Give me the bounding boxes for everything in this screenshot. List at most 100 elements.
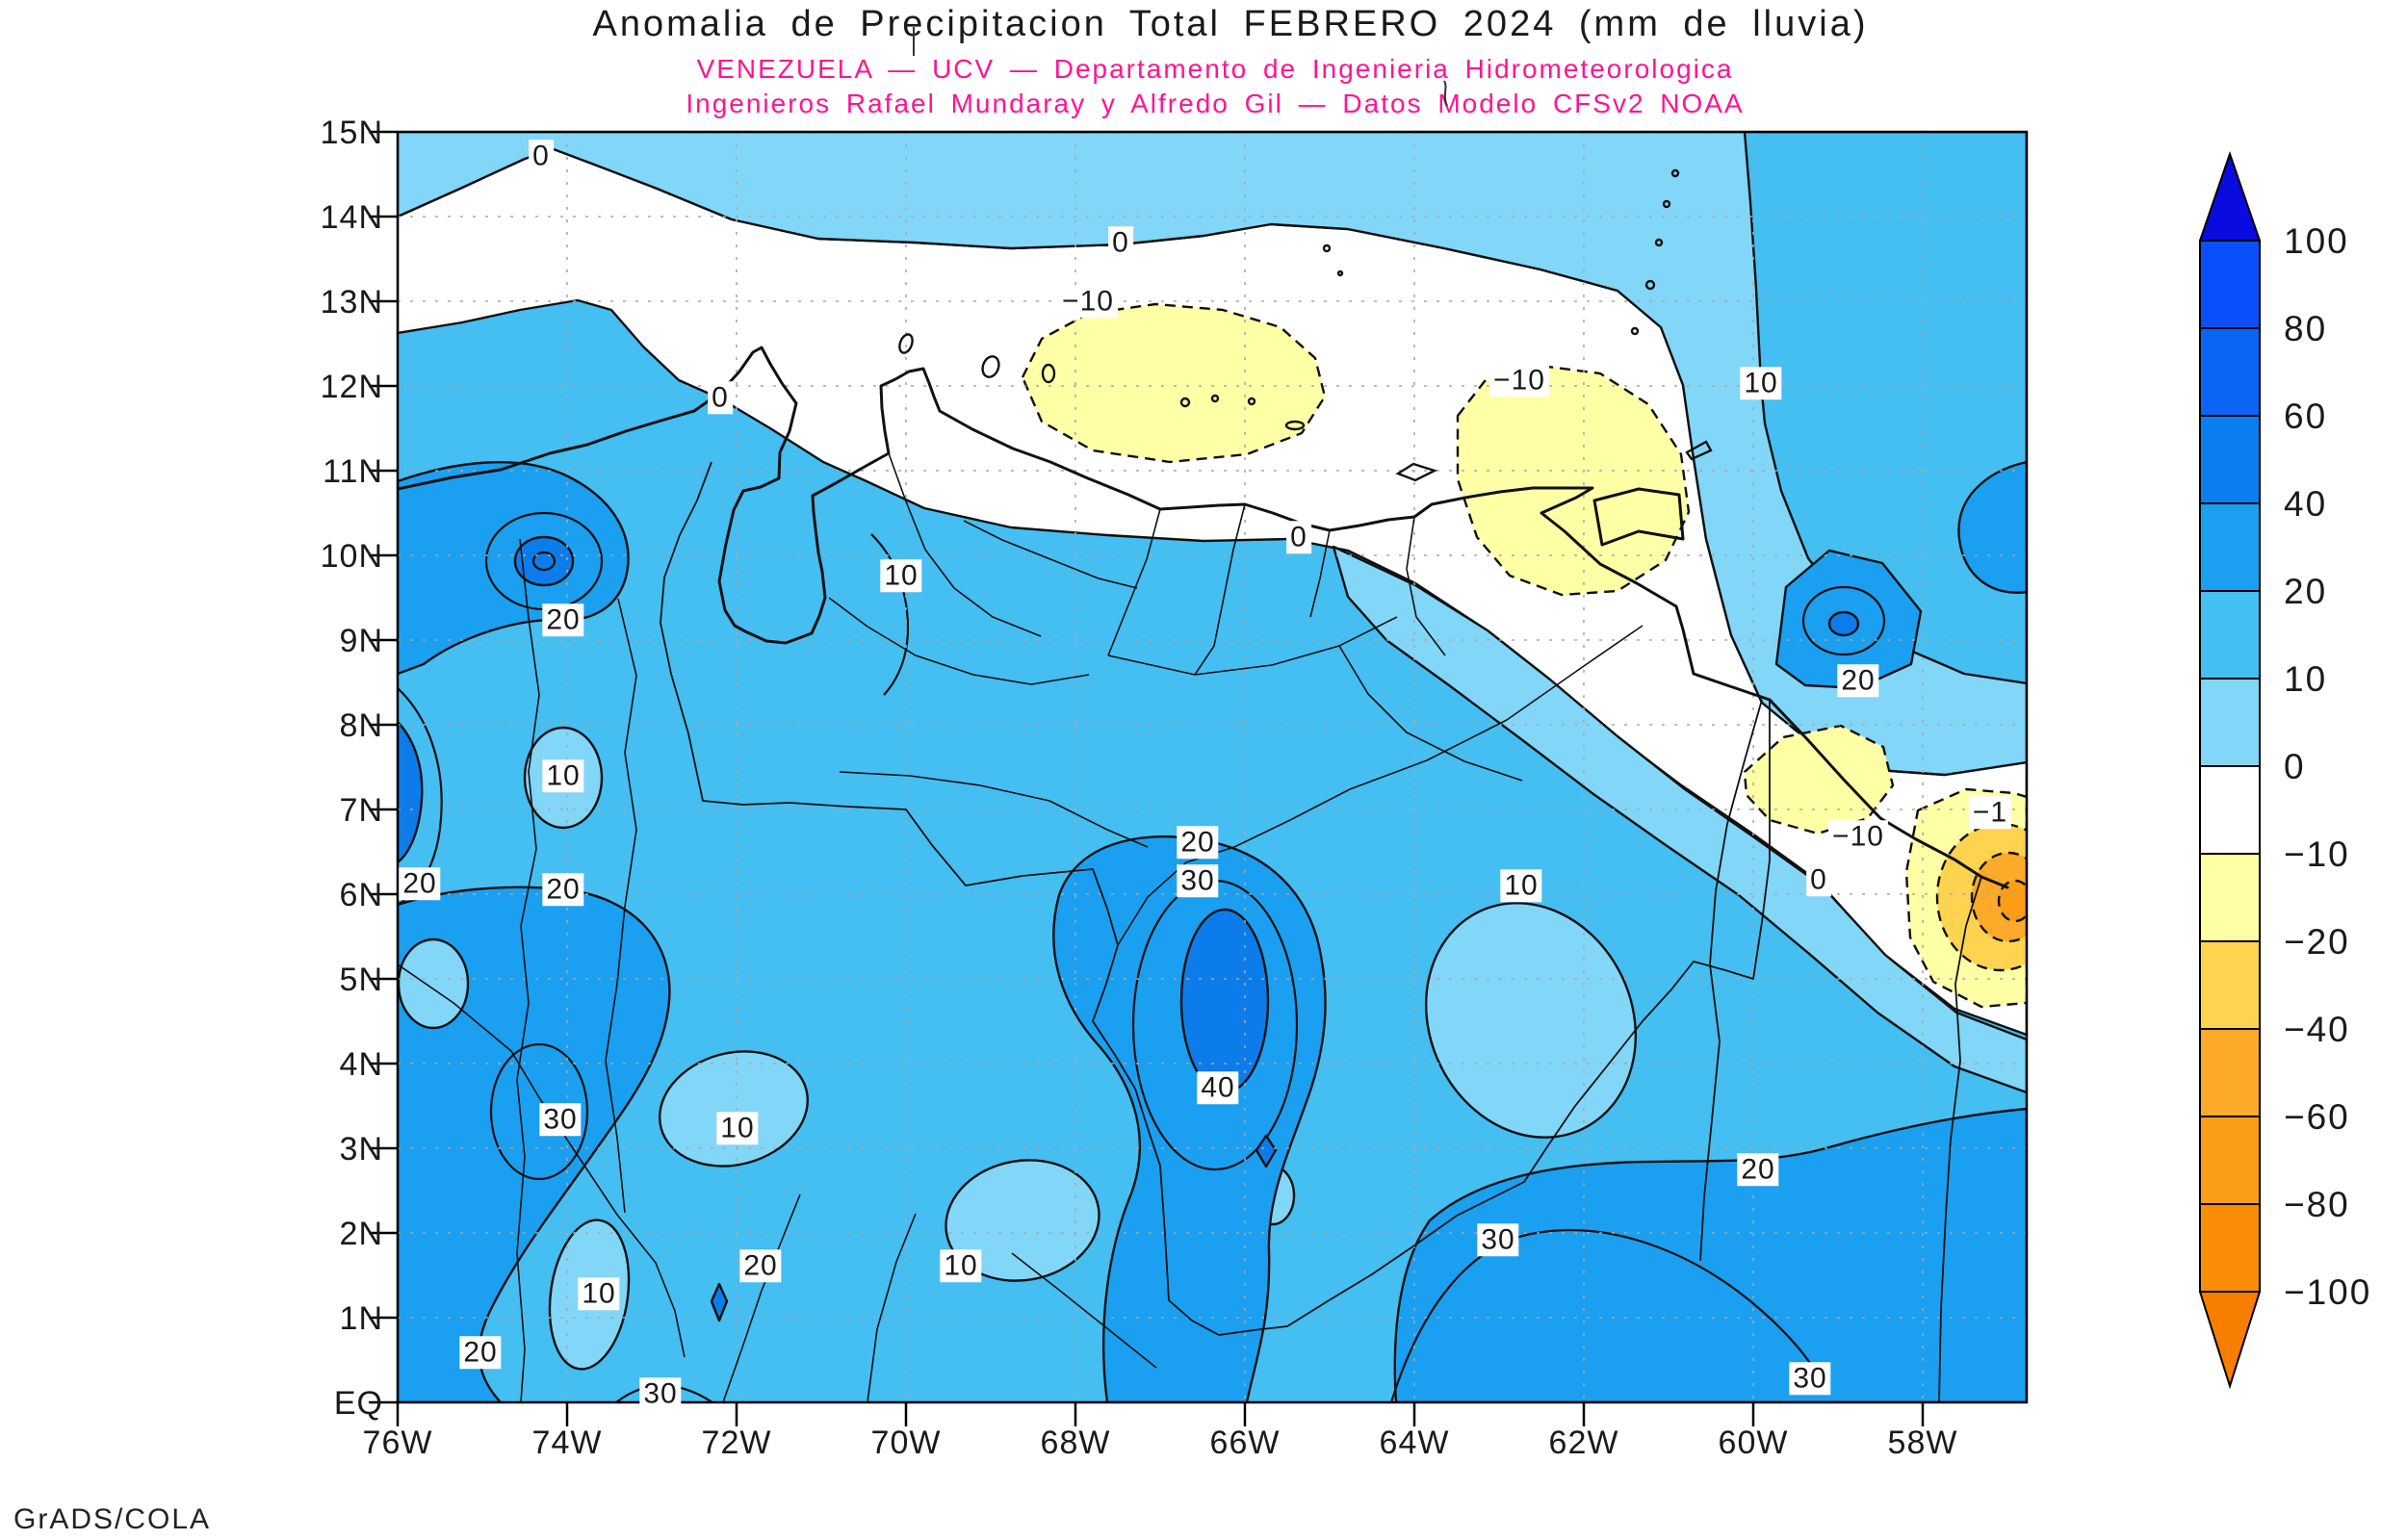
orinoco-river <box>1117 625 1643 946</box>
grads-credit: GrADS/COLA <box>13 1503 212 1535</box>
yellow-blob-2 <box>1456 364 1691 597</box>
contour-10-line-lake-east <box>870 533 910 696</box>
la-tortuga-island <box>1284 420 1306 431</box>
colorbar-tick-label: 20 <box>2284 572 2327 611</box>
y-axis-label: 10N <box>321 538 383 575</box>
west-upper-lobe <box>398 460 630 676</box>
stray-marks <box>913 27 1448 107</box>
y-axis-label: EQ <box>334 1385 383 1422</box>
islet-1 <box>1210 394 1220 403</box>
contour-label-10: 10 <box>542 759 584 792</box>
border-guyana-suriname <box>1938 876 1982 1402</box>
colorbar-arrow-bottom <box>2198 1291 2262 1390</box>
y-axis-label: 11N <box>323 453 383 490</box>
state-line-2 <box>963 520 1138 589</box>
y-axis-label: 14N <box>321 199 383 236</box>
y-axis-label: 8N <box>340 707 383 744</box>
colorbar-segment <box>2199 1028 2261 1117</box>
contour-label-0: 0 <box>529 140 554 172</box>
y-axis-label: 2N <box>340 1216 383 1252</box>
contour-label-30: 30 <box>539 1103 582 1136</box>
colorbar-arrow-top <box>2198 150 2262 242</box>
antilles-islet-5 <box>1670 168 1680 178</box>
state-line-1 <box>888 452 1042 637</box>
y-axis-label: 7N <box>340 792 383 829</box>
contour-label-0: 0 <box>1806 863 1831 896</box>
state-line-7 <box>1309 529 1331 618</box>
colorbar-tick-label: −20 <box>2284 922 2350 962</box>
colorbar-tick-label: 100 <box>2284 221 2349 261</box>
geography <box>398 168 2009 1402</box>
colorbar-tick-label: −10 <box>2284 834 2350 874</box>
x-axis-label: 64W <box>1380 1424 1450 1461</box>
x-axis-label: 70W <box>871 1424 942 1461</box>
x-axis-label: 58W <box>1888 1424 1958 1461</box>
y-axis-label: 5N <box>340 962 383 998</box>
antilles-islet-3 <box>1654 238 1664 247</box>
contour-label-−10: −10 <box>1489 364 1549 397</box>
contour-label-10: 10 <box>1500 869 1542 902</box>
colorbar-segment <box>2199 1116 2261 1205</box>
antilles-islet-2 <box>1644 279 1656 291</box>
border-essequibo <box>1699 699 1763 1262</box>
subtitle-line-2: Ingenieros Rafael Mundaray y Alfredo Gil… <box>686 89 1745 118</box>
colorbar-segment <box>2199 765 2261 855</box>
page-title: Anomalia de Precipitacion Total FEBRERO … <box>592 4 1869 44</box>
curacao-island <box>981 355 1000 378</box>
y-axis-label: 9N <box>340 623 383 659</box>
colorbar-segment <box>2199 502 2261 592</box>
y-axis-label: 1N <box>340 1300 383 1337</box>
antilles-islet-1 <box>1630 326 1640 336</box>
contour-label-0: 0 <box>708 381 733 414</box>
contour-label-20: 20 <box>459 1336 502 1369</box>
margarita-island <box>1395 462 1438 482</box>
contour-label-20: 20 <box>399 867 441 900</box>
islet-3 <box>1322 244 1332 253</box>
x-axis-label: 74W <box>532 1424 603 1461</box>
x-axis-label: 66W <box>1210 1424 1281 1461</box>
colorbar-tick-label: −80 <box>2284 1185 2350 1224</box>
antilles-islet-4 <box>1662 199 1671 209</box>
colorbar-segment <box>2199 240 2261 329</box>
contour-label-0: 0 <box>1108 226 1133 259</box>
contour-label-0: 0 <box>1286 521 1311 553</box>
contour-label-20: 20 <box>1837 664 1879 697</box>
contour-label-30: 30 <box>1177 864 1219 897</box>
northeast-medium-region <box>1743 132 2027 685</box>
colorbar-tick-label: −100 <box>2284 1272 2371 1312</box>
contour-label-40: 40 <box>1197 1071 1239 1104</box>
y-axis-label: 4N <box>340 1046 383 1083</box>
contour-label-10: 10 <box>716 1112 759 1144</box>
colorbar-tick-label: 10 <box>2284 659 2327 699</box>
border-venezuela-brazil-guyana <box>1218 700 1771 1336</box>
colorbar-segment <box>2199 940 2261 1030</box>
y-axis-label: 13N <box>321 284 383 321</box>
contour-30-ring-ne <box>1801 585 1886 656</box>
contour-label-20: 20 <box>542 603 584 636</box>
contour-40-core-ne <box>1827 610 1860 637</box>
contour-label-−10: −10 <box>1058 285 1118 318</box>
state-line-6 <box>1107 616 1398 676</box>
colorbar-segment <box>2199 853 2261 942</box>
contour-30-ring-southwest <box>489 1042 589 1181</box>
state-line-5 <box>1194 503 1246 676</box>
contour-label-10: 10 <box>1740 367 1782 399</box>
amazon-line-2 <box>867 1213 917 1402</box>
right-edge-lobe <box>1957 460 2027 594</box>
colorbar-tick-label: −60 <box>2284 1097 2350 1137</box>
amazon-line-1 <box>722 1194 801 1402</box>
y-axis-label: 3N <box>340 1131 383 1168</box>
state-line-3 <box>828 597 1090 685</box>
colorbar-segment <box>2199 1203 2261 1293</box>
colorbar-segment <box>2199 590 2261 680</box>
small-dark-kite-b <box>1255 1134 1278 1168</box>
andes-diagonal-line <box>398 963 686 1358</box>
light-pocket-s2 <box>658 1050 810 1168</box>
contour-30-arc-bottom-right <box>1389 1228 1826 1402</box>
bottom-right-dark-patch <box>1393 1107 2027 1402</box>
colombia-interior-line <box>605 598 637 1214</box>
yellow-blob-3 <box>1743 724 1895 835</box>
magdalena-line <box>516 538 540 1402</box>
contour-label-20: 20 <box>1177 826 1219 859</box>
